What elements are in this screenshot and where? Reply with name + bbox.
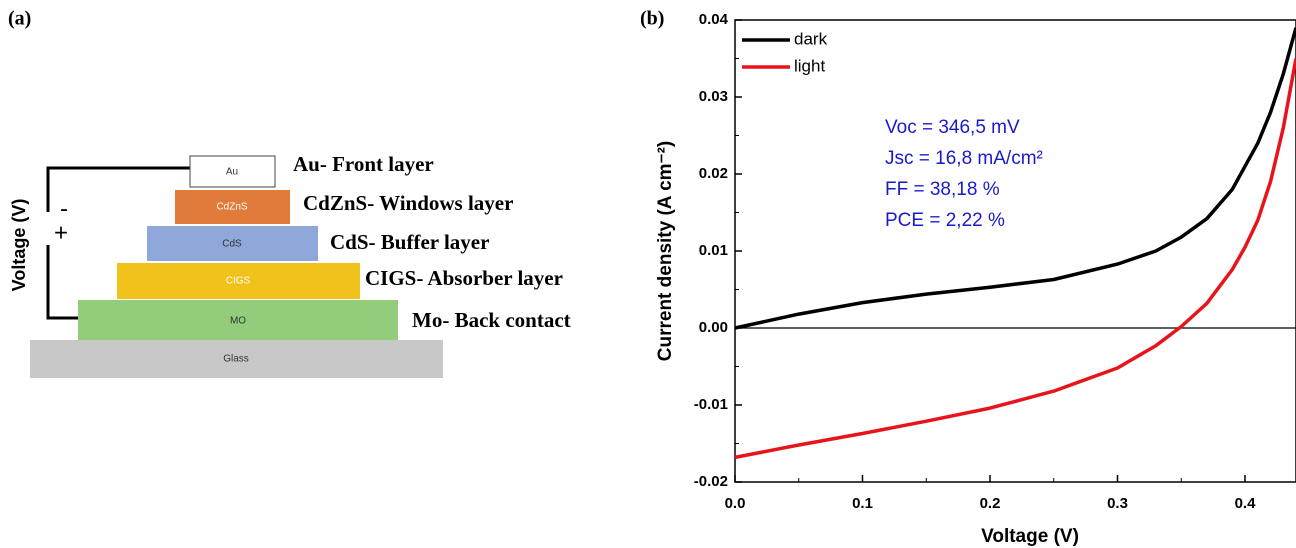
layer-description: CdS- Buffer layer [330, 230, 489, 254]
y-tick-label: 0.00 [699, 319, 728, 336]
layer-mo [78, 300, 398, 340]
layer-cds [147, 226, 318, 261]
layer-description: CdZnS- Windows layer [303, 191, 513, 215]
layer-au [189, 155, 276, 188]
layer-name: Glass [223, 354, 249, 365]
x-tick-label: 0.3 [1107, 495, 1128, 512]
layer-glass [30, 340, 443, 378]
layer-name: CIGS [226, 276, 251, 287]
layer-cigs [117, 263, 360, 299]
annotation: Jsc = 16,8 mA/cm² [885, 148, 1043, 169]
y-tick-label: 0.02 [699, 165, 728, 182]
panel-a: (a) Voltage (V) - + Glass MO CIGS CdS Cd… [8, 8, 571, 378]
layer-name: MO [230, 316, 246, 327]
layer-description: Mo- Back contact [412, 308, 571, 332]
layer-name: CdZnS [216, 202, 247, 213]
legend-label: light [794, 56, 825, 75]
series-line [734, 27, 1296, 330]
plus-sign: + [54, 219, 68, 246]
y-tick-label: -0.01 [694, 396, 728, 413]
wire [46, 245, 80, 320]
y-axis-label: Current density (A cm⁻²) [655, 141, 676, 361]
layer-description: Au- Front layer [293, 152, 434, 176]
annotation: Voc = 346,5 mV [885, 117, 1020, 138]
annotation: FF = 38,18 % [885, 179, 1000, 200]
layer-cdzns [175, 190, 290, 224]
y-tick-label: -0.02 [694, 473, 728, 490]
x-axis-label: Voltage (V) [981, 526, 1079, 547]
layer-name: Au [226, 167, 238, 178]
layer-name: CdS [222, 239, 242, 250]
x-tick-label: 0.1 [852, 495, 873, 512]
voltage-label: Voltage (V) [9, 199, 29, 292]
y-tick-label: 0.04 [699, 11, 729, 28]
x-tick-label: 0.0 [725, 495, 746, 512]
annotation: PCE = 2,22 % [885, 210, 1005, 231]
x-tick-label: 0.4 [1235, 495, 1257, 512]
legend-label: dark [794, 29, 828, 48]
y-tick-label: 0.03 [699, 88, 728, 105]
series-line [734, 58, 1296, 460]
y-tick-label: 0.01 [699, 242, 728, 259]
x-tick-label: 0.2 [980, 495, 1001, 512]
panel-label: (b) [640, 8, 664, 30]
plot-frame [734, 19, 1296, 483]
panel-label: (a) [8, 8, 31, 30]
minus-sign: - [60, 195, 68, 222]
wire [46, 166, 190, 212]
layer-description: CIGS- Absorber layer [365, 266, 563, 290]
